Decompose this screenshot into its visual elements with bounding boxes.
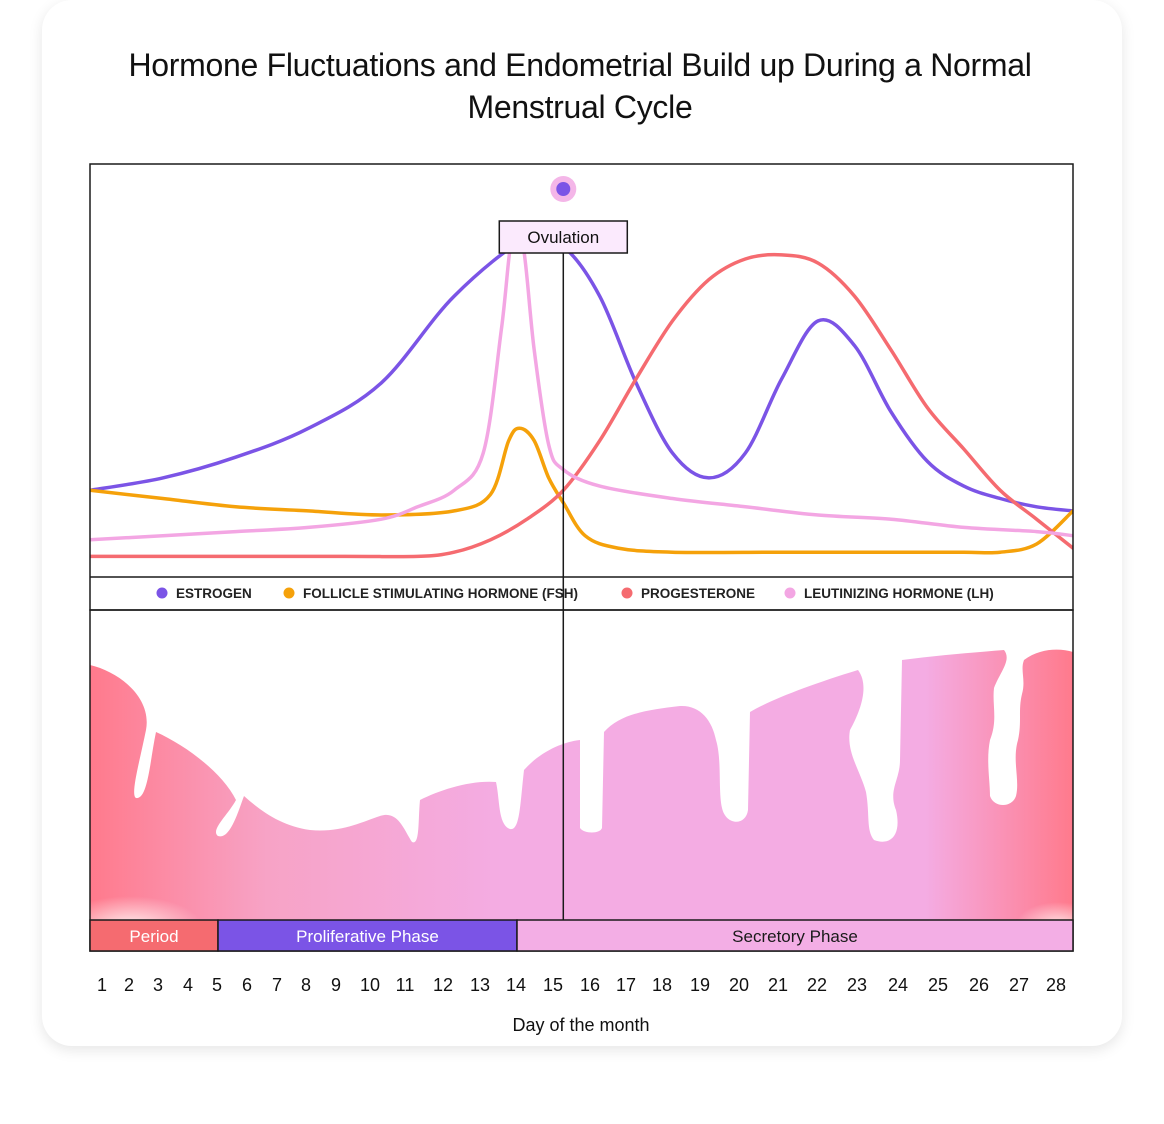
x-tick-label: 2 xyxy=(124,975,134,995)
x-tick-label: 7 xyxy=(272,975,282,995)
phase-secretory-phase xyxy=(516,919,1074,952)
x-tick-label: 21 xyxy=(768,975,788,995)
x-tick-label: 15 xyxy=(543,975,563,995)
phase-label-secretory-phase: Secretory Phase xyxy=(732,927,858,946)
x-tick-label: 25 xyxy=(928,975,948,995)
legend-marker-follicle-stimulating-hormone-fsh xyxy=(283,587,295,599)
legend-label-estrogen: ESTROGEN xyxy=(176,586,252,601)
series-line-progesterone xyxy=(90,252,1073,559)
chart-title: Hormone Fluctuations and Endometrial Bui… xyxy=(128,47,1032,125)
x-tick-label: 4 xyxy=(183,975,193,995)
x-tick-label: 26 xyxy=(969,975,989,995)
endometrium-glow-left xyxy=(90,780,420,920)
x-tick-label: 20 xyxy=(729,975,749,995)
x-tick-label: 19 xyxy=(690,975,710,995)
legend-label-follicle-stimulating-hormone-fsh: FOLLICLE STIMULATING HORMONE (FSH) xyxy=(303,586,578,601)
legend-marker-progesterone xyxy=(621,587,633,599)
ovulation-label-box xyxy=(498,220,629,254)
x-tick-label: 9 xyxy=(331,975,341,995)
x-tick-label: 23 xyxy=(847,975,867,995)
legend-marker-estrogen xyxy=(156,587,168,599)
ovulation-label: Ovulation xyxy=(527,228,599,247)
endometrium-glow-right xyxy=(860,800,1073,920)
x-tick-label: 13 xyxy=(470,975,490,995)
x-tick-label: 24 xyxy=(888,975,908,995)
x-tick-label: 3 xyxy=(153,975,163,995)
series-line-leutinizing-hormone-lh xyxy=(90,225,1073,542)
ovulation-dot xyxy=(556,182,571,196)
x-tick-label: 22 xyxy=(807,975,827,995)
phase-proliferative-phase xyxy=(217,919,518,952)
phase-bar: Period Proliferative Phase Secretory Phase xyxy=(89,919,1074,952)
x-tick-label: 16 xyxy=(580,975,600,995)
x-tick-label: 28 xyxy=(1046,975,1066,995)
x-tick-label: 5 xyxy=(212,975,222,995)
x-tick-label: 1 xyxy=(97,975,107,995)
legend-marker-leutinizing-hormone-lh xyxy=(784,587,796,599)
x-tick-label: 11 xyxy=(396,975,415,995)
series-line-estrogen xyxy=(90,233,1073,513)
phase-label-proliferative-phase: Proliferative Phase xyxy=(296,927,439,946)
phase-label-period: Period xyxy=(129,927,178,946)
x-tick-label: 18 xyxy=(652,975,672,995)
ovulation-marker: Ovulation xyxy=(498,176,629,920)
x-tick-label: 17 xyxy=(616,975,636,995)
legend-label-leutinizing-hormone-lh: LEUTINIZING HORMONE (LH) xyxy=(804,586,994,601)
x-tick-label: 14 xyxy=(506,975,526,995)
x-tick-label: 27 xyxy=(1009,975,1029,995)
endometrium-illustration xyxy=(90,649,1073,920)
series-line-follicle-stimulating-homone-fsh xyxy=(90,426,1073,555)
legend: ESTROGEN FOLLICLE STIMULATING HORMONE (FS… xyxy=(156,586,994,601)
hormone-lines xyxy=(90,225,1073,559)
legend-label-progesterone: PROGESTERONE xyxy=(641,586,755,601)
endometrium-shape xyxy=(90,649,1073,920)
x-tick-label: 12 xyxy=(433,975,453,995)
x-tick-label: 10 xyxy=(360,975,380,995)
x-tick-label: 6 xyxy=(242,975,252,995)
x-axis-label: Day of the month xyxy=(512,1015,649,1035)
x-axis-ticks: 1 2 3 4 5 6 7 8 9 10 11 12 13 14 15 16 17 18 19 20 21 22 23 24 2… xyxy=(97,975,1066,995)
x-tick-label: 8 xyxy=(301,975,311,995)
